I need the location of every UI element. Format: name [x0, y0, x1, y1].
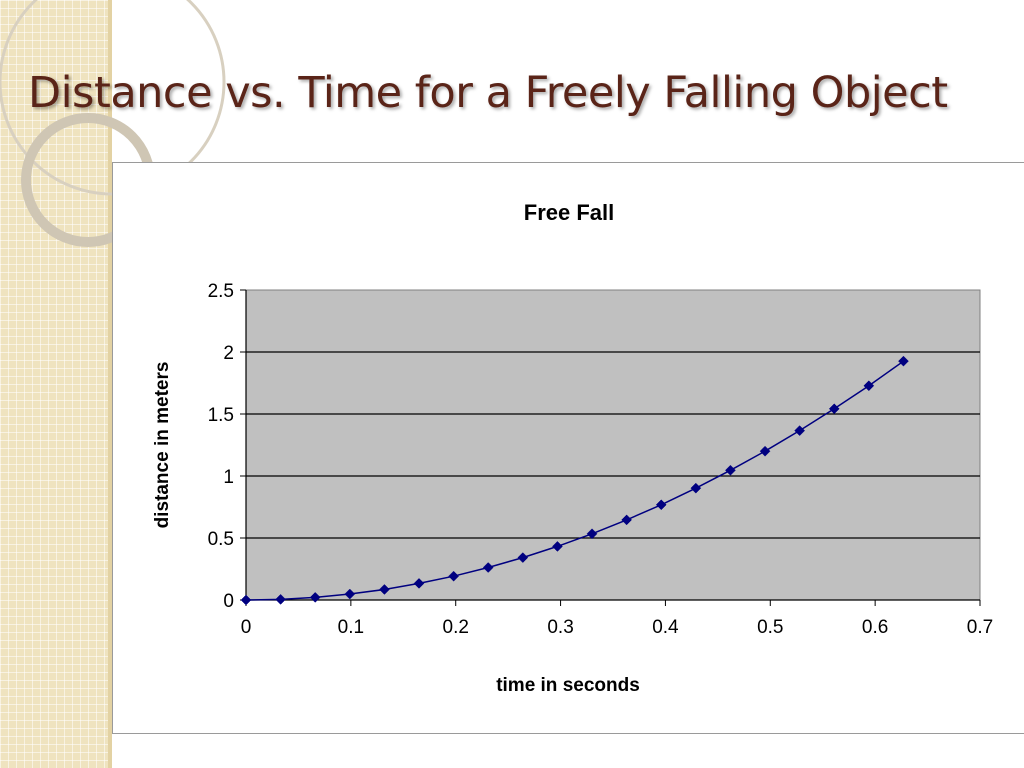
x-tick-label-1: 0.1 — [338, 617, 364, 638]
x-tick-label-4: 0.4 — [652, 617, 679, 638]
slide-title: Distance vs. Time for a Freely Falling O… — [28, 68, 948, 118]
y-tick-label-3: 1.5 — [208, 405, 234, 426]
data-point-18 — [863, 380, 875, 392]
gridlines — [246, 351, 980, 539]
free-fall-chart: Free Fall 0 0.1 0.2 0.3 0.4 0.5 0.6 0.7 0 0.5 1 1.… — [152, 200, 993, 696]
series-line — [245, 360, 904, 601]
chart-frame: Free Fall 0 0.1 0.2 0.3 0.4 0.5 0.6 0.7 0 0.5 1 1.… — [112, 162, 1024, 734]
y-axis-label: distance in meters — [152, 362, 173, 529]
data-point-12 — [655, 499, 667, 511]
data-point-9 — [552, 541, 563, 552]
data-point-7 — [482, 562, 494, 573]
x-tick-label-2: 0.2 — [443, 617, 469, 638]
x-tick-label-7: 0.7 — [967, 617, 993, 638]
y-tick-label-5: 2.5 — [208, 281, 234, 302]
data-point-6 — [448, 570, 459, 582]
side-band-edge — [108, 0, 112, 768]
x-tick-label-6: 0.6 — [862, 617, 888, 638]
y-tick-label-4: 2 — [223, 343, 234, 364]
x-tick-label-3: 0.3 — [547, 617, 573, 638]
data-point-14 — [725, 464, 736, 476]
data-point-3 — [344, 588, 356, 600]
x-axis-label: time in seconds — [496, 675, 640, 696]
y-tick-label-2: 1 — [223, 467, 234, 488]
chart-title: Free Fall — [524, 200, 614, 225]
data-point-17 — [828, 403, 840, 415]
data-point-0 — [240, 594, 252, 606]
x-tick-label-5: 0.5 — [757, 617, 783, 638]
data-point-16 — [794, 425, 805, 436]
y-tick-label-0: 0 — [223, 591, 234, 612]
data-point-11 — [621, 514, 632, 526]
y-tick-label-1: 0.5 — [208, 529, 234, 550]
data-point-19 — [898, 355, 909, 367]
plot-area — [245, 289, 981, 601]
x-axis-ticks: 0 0.1 0.2 0.3 0.4 0.5 0.6 0.7 — [241, 600, 993, 638]
data-point-1 — [275, 594, 286, 605]
data-point-5 — [413, 578, 425, 589]
data-point-2 — [309, 592, 321, 603]
data-point-13 — [690, 482, 702, 494]
data-point-10 — [586, 528, 598, 540]
y-axis-ticks: 0 0.5 1 1.5 2 2.5 — [208, 281, 246, 612]
axes — [245, 290, 980, 601]
data-point-8 — [517, 552, 529, 563]
x-tick-label-0: 0 — [241, 617, 252, 638]
data-points — [240, 355, 909, 606]
data-point-4 — [379, 584, 390, 595]
data-point-15 — [759, 445, 771, 457]
